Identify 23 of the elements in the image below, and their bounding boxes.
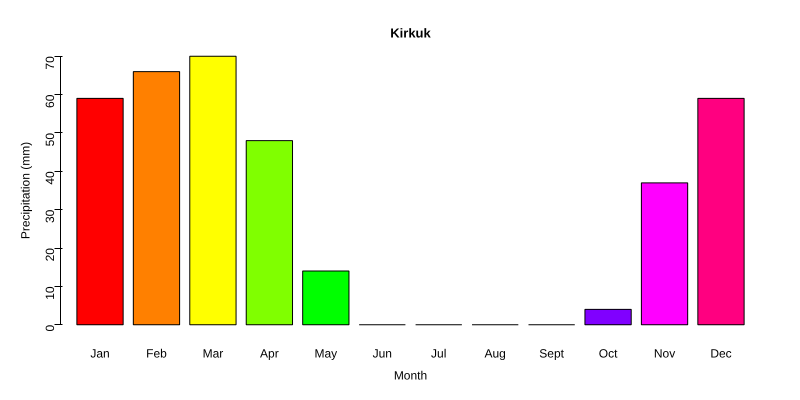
x-tick-label: Feb (146, 346, 168, 360)
x-tick-label: Nov (654, 346, 676, 360)
y-tick-label: 50 (43, 132, 57, 146)
y-tick-label: 10 (43, 286, 57, 300)
y-axis-title: Precipitation (mm) (18, 142, 32, 240)
y-tick-label: 20 (43, 248, 57, 262)
x-tick-label: Jan (90, 346, 110, 360)
x-tick-label: Aug (484, 346, 506, 360)
x-tick-label: Apr (260, 346, 279, 360)
y-tick-label: 60 (43, 94, 57, 108)
y-tick-label: 30 (43, 209, 57, 224)
x-tick-label: Dec (710, 346, 732, 360)
x-axis-title: Month (394, 368, 428, 382)
y-tick-label: 0 (43, 324, 57, 332)
chart-title: Kirkuk (390, 26, 432, 40)
x-tick-label: Sept (539, 346, 565, 360)
x-tick-label: Jul (431, 346, 446, 360)
x-tick-label: Mar (202, 346, 224, 360)
x-tick-label: May (314, 346, 338, 360)
x-tick-label: Oct (598, 346, 618, 360)
y-tick-label: 40 (43, 170, 57, 185)
x-tick-label: Jun (372, 346, 392, 360)
y-tick-label: 70 (43, 56, 57, 70)
